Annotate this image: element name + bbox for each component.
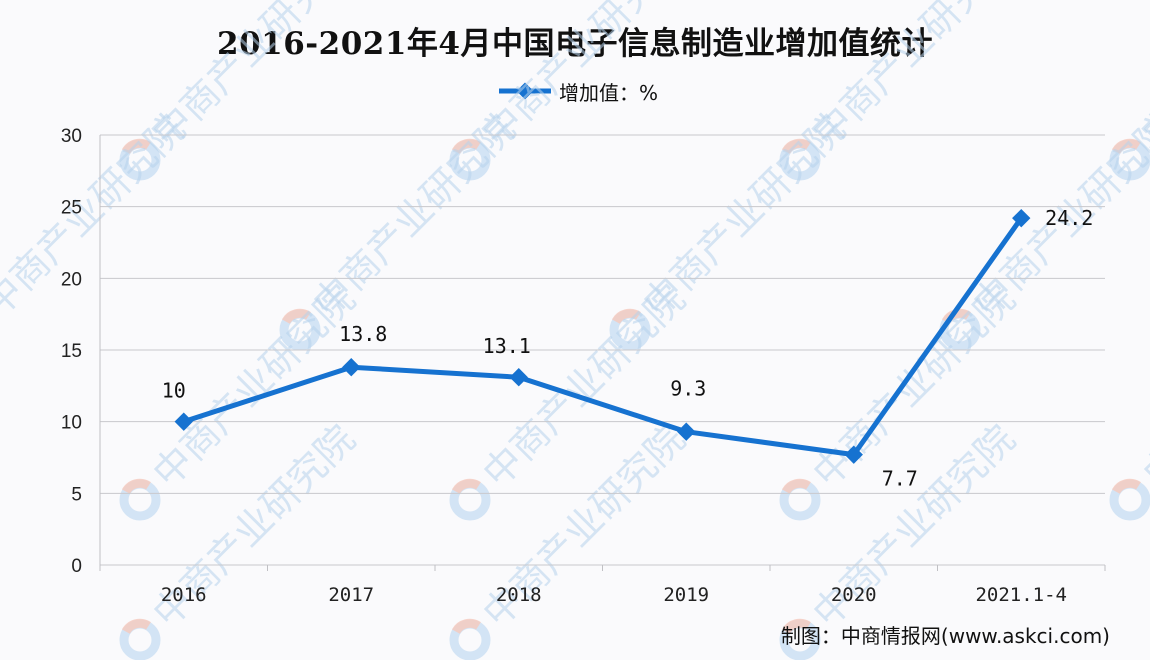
x-tick-label: 2016 [161,584,207,606]
data-labels: 10 13.8 13.1 9.3 7.7 24.2 [162,206,1094,491]
y-tick-label: 10 [61,413,82,434]
gridlines [100,134,1105,566]
x-tick-label: 2019 [663,584,709,606]
x-tick-label: 2020 [831,584,877,606]
axes: 0 5 10 15 20 25 30 2016 2017 2018 2019 2020 2021.1-4 [61,126,1106,606]
data-label: 24.2 [1045,206,1093,230]
chart-title: 2016-2021年4月中国电子信息制造业增加值统计 [217,26,933,62]
data-point-marker [1012,208,1031,228]
legend-line-marker-icon [499,82,551,100]
watermark: 中商产业研究院 [1109,277,1150,521]
y-tick-label: 0 [71,556,82,577]
legend: 增加值：% [497,78,659,105]
data-point-marker [174,412,193,431]
watermark: 中商产业研究院 [449,277,693,521]
x-tick-label: 2018 [496,584,542,606]
data-label: 10 [162,379,186,403]
data-label: 13.8 [339,322,387,346]
x-tick-label: 2017 [328,584,374,606]
data-point-marker [342,358,361,377]
data-label: 9.3 [670,377,706,401]
svg-text:中商产业研究院: 中商产业研究院 [0,107,193,326]
data-series [174,208,1031,464]
y-tick-label: 20 [61,269,82,290]
y-tick-label: 30 [61,126,82,147]
legend-label: 增加值：% [559,80,659,105]
y-tick-label: 15 [61,341,82,362]
y-tick-label: 5 [71,484,82,505]
data-label: 7.7 [882,467,918,491]
series-line [182,216,1024,458]
watermark: 中商产业研究院 [0,107,193,326]
data-point-marker [844,445,863,464]
source-credit: 制图：中商情报网(www.askci.com) [780,624,1110,648]
svg-text:中商产业研究院: 中商产业研究院 [1134,277,1150,496]
watermark: 中商产业研究院 [119,417,363,660]
data-point-marker [677,422,696,441]
y-tick-label: 25 [61,198,82,219]
x-tick-label: 2021.1-4 [975,584,1067,606]
data-label: 13.1 [483,334,531,358]
watermark: 中商产业研究院 [449,417,693,660]
data-point-marker [509,368,528,387]
